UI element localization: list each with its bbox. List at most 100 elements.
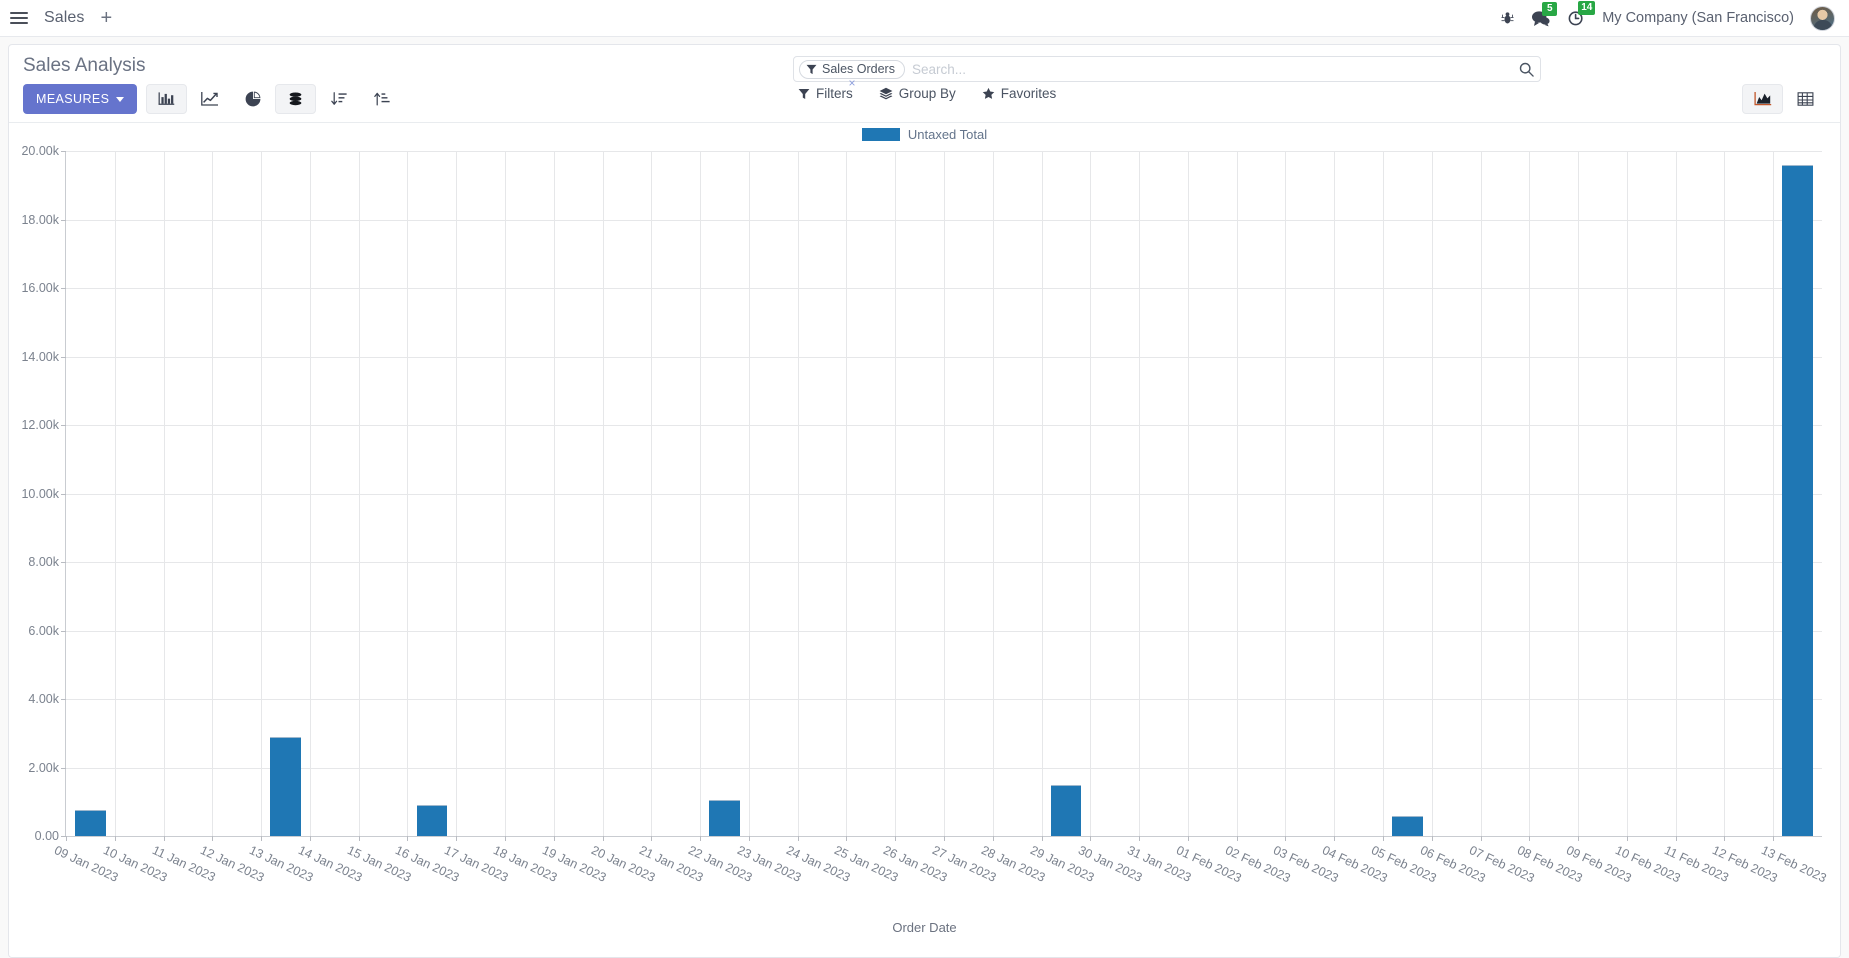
search-facet-remove[interactable]: × [848,75,856,90]
page-title: Sales Analysis [23,55,146,76]
chart-bar[interactable] [416,805,447,836]
pivot-view-button[interactable] [1785,84,1826,114]
new-record-button[interactable]: + [100,7,113,29]
chart-gridline [1773,151,1775,836]
star-icon [982,87,995,99]
y-axis-tick-label: 20.00k [21,144,66,158]
activities-icon[interactable]: 14 [1567,1,1596,27]
y-axis-tick-label: 10.00k [21,486,66,501]
search-facet-sales-orders[interactable]: Sales Orders × [799,59,905,89]
chart-gridline [1480,151,1482,836]
bar-chart-button[interactable] [146,84,188,114]
chart-gridline [944,151,945,836]
filter-funnel-icon [806,64,817,74]
chart-plot-area: 0.00 2.00k 4.00k 6.00k 8.00k 10.00k 12.00k 14.0… [21,144,1828,885]
chart-gridline [1578,151,1580,836]
layers-icon [879,87,893,100]
x-axis-tick [1334,836,1336,841]
avatar[interactable] [1810,5,1835,31]
app-name[interactable]: Sales [44,9,85,26]
apps-menu-toggle[interactable] [10,7,32,29]
line-chart-button[interactable] [189,84,230,114]
chart-bar[interactable] [75,809,106,836]
x-axis-tick [456,836,458,841]
database-stack-icon [289,92,302,106]
chart-gridline [748,151,750,836]
x-axis-tick [1187,836,1189,841]
search-view[interactable]: Sales Orders × [793,56,1541,89]
chart-gridline [1626,151,1628,836]
chart-canvas[interactable]: 0.00 2.00k 4.00k 6.00k 8.00k 10.00k 12.00k 14.0… [21,144,1828,885]
chart-gridline [163,151,165,836]
x-axis-tick [1431,836,1433,841]
y-axis-tick-label: 14.00k [21,349,66,364]
sort-ascending-button[interactable] [361,84,402,114]
messages-icon[interactable]: 5 [1531,1,1558,27]
measures-button[interactable]: MEASURES [23,84,138,114]
chart-gridline [1090,151,1092,836]
chart-gridline [1285,151,1287,836]
chart-bar[interactable] [1782,164,1813,836]
x-axis-tick [1236,836,1238,841]
graph-view-button[interactable] [1742,84,1783,114]
x-axis-tick [114,836,116,841]
chart-gridline [1236,151,1238,836]
x-axis-tick [66,836,67,841]
chart-gridline [1139,151,1141,836]
pie-chart-button[interactable] [232,84,273,114]
chart-gridline [1041,151,1043,836]
legend-label: Untaxed Total [907,127,988,142]
groupby-dropdown-button[interactable]: Group By [879,86,956,101]
sort-amount-desc-icon [331,92,347,105]
view-switcher [1742,84,1826,114]
x-axis-tick [602,836,604,841]
filters-dropdown-button[interactable]: Filters [798,86,853,101]
main-content: Sales Analysis Sales Orders × [0,37,1849,958]
chart-gridline [1724,151,1726,836]
chart-gridline [1529,151,1531,836]
chart-bar[interactable] [709,799,740,836]
x-axis-tick [797,836,799,841]
x-axis-tick [895,836,897,841]
x-axis-tick [944,836,945,841]
action-card: Sales Analysis Sales Orders × [8,44,1841,958]
measures-label: MEASURES [36,92,110,106]
chart-gridline [797,151,799,836]
x-axis-tick [748,836,750,841]
chart-gridline [456,151,458,836]
chart-bar[interactable] [270,736,301,836]
chart-gridline [700,151,702,836]
control-panel: Sales Analysis Sales Orders × [9,45,1840,123]
x-axis-tick [700,836,702,841]
pie-chart-icon [245,91,261,107]
chart-type-group [146,84,402,114]
chart-gridline [114,151,116,836]
y-axis-tick-label: 2.00k [28,760,66,775]
sort-descending-button[interactable] [318,84,359,114]
searchview-dropdown-toggles: Filters Group By Fav [798,86,1056,101]
stacked-button[interactable] [275,84,317,114]
x-axis-tick [846,836,848,841]
x-axis-tick [1675,836,1677,841]
chart-bar[interactable] [1392,815,1423,836]
favorites-dropdown-button[interactable]: Favorites [982,86,1056,101]
x-axis-tick [212,836,214,841]
legend-swatch [861,128,900,141]
bug-icon[interactable] [1500,10,1515,26]
chart-bar[interactable] [1050,784,1082,836]
search-icon[interactable] [1519,62,1534,77]
sort-amount-asc-icon [374,92,390,106]
chart-gridline [1334,151,1336,836]
x-axis-tick [163,836,165,841]
search-facet-label: Sales Orders [822,62,895,76]
search-input[interactable] [904,60,1519,78]
chart-gridline [895,151,897,836]
chart-gridline [1431,151,1433,836]
x-axis-tick [1041,836,1043,841]
filter-funnel-icon [798,88,810,99]
chart-gridline [602,151,604,836]
x-axis-tick [1724,836,1726,841]
company-switcher[interactable]: My Company (San Francisco) [1602,10,1794,26]
x-axis-tick [1626,836,1628,841]
x-axis-tick [505,836,506,841]
